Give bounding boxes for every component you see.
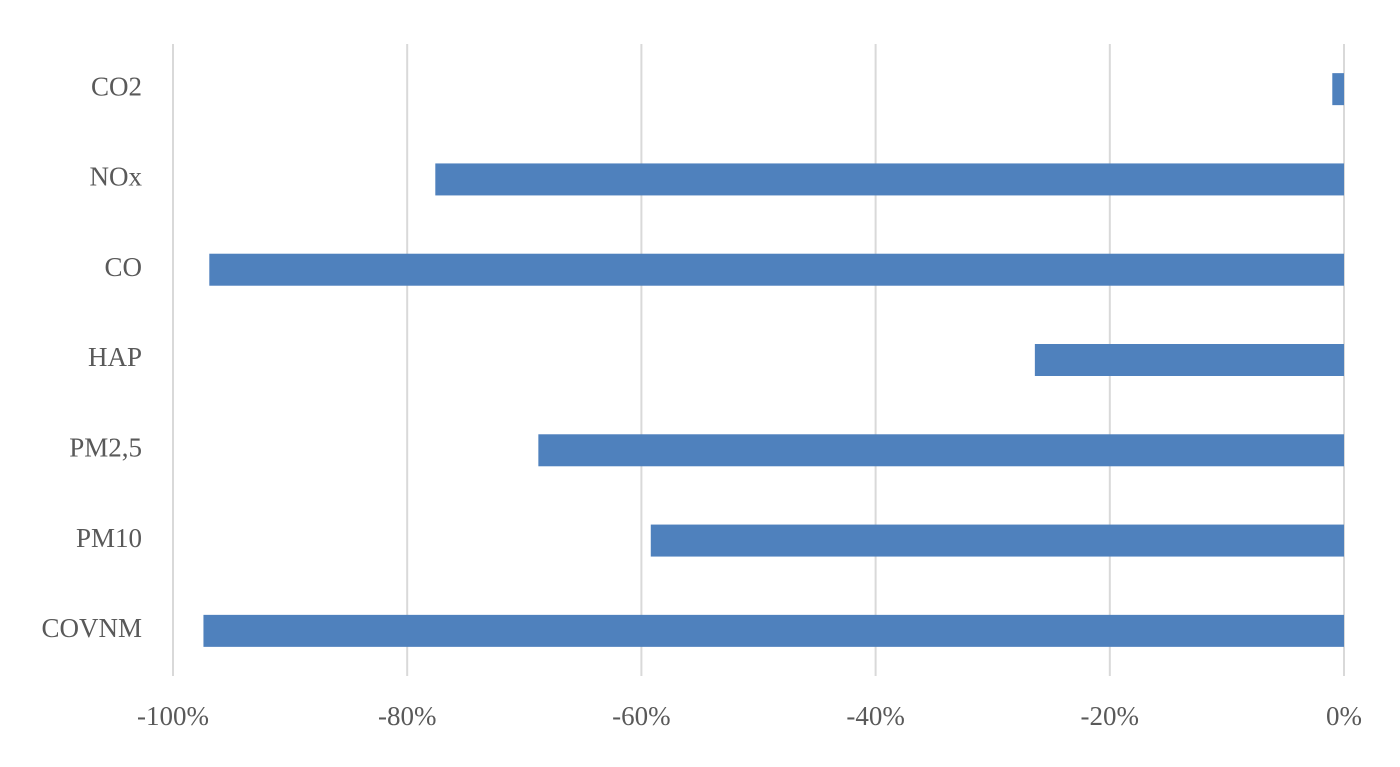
y-tick-label: PM2,5 (69, 432, 142, 462)
y-tick-label: COVNM (41, 613, 142, 643)
bar (435, 163, 1345, 196)
bar (203, 614, 1344, 647)
x-tick-label: 0% (1326, 701, 1362, 731)
x-tick-label: -40% (846, 701, 904, 731)
x-tick-label: -100% (137, 701, 209, 731)
y-tick-label: PM10 (76, 523, 142, 553)
y-tick-label: HAP (88, 342, 142, 372)
bar (1332, 73, 1344, 106)
bar (1034, 344, 1344, 376)
bar (538, 434, 1344, 467)
x-tick-label: -80% (378, 701, 436, 731)
x-tick-label: -20% (1081, 701, 1139, 731)
bar (650, 524, 1344, 557)
y-tick-label: CO (104, 252, 142, 282)
bar (209, 253, 1344, 286)
y-tick-label: NOx (90, 162, 143, 192)
x-tick-label: -60% (612, 701, 670, 731)
y-tick-label: CO2 (91, 71, 142, 101)
